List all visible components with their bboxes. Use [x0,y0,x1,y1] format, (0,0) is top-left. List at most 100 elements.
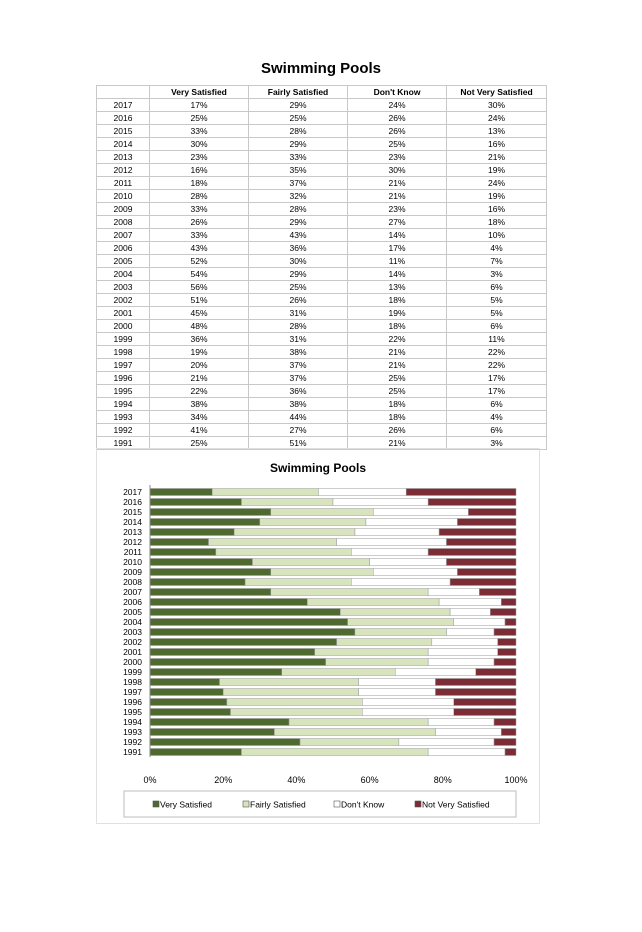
table-row: 2001 45% 31% 19% 5% [96,306,547,320]
table-row: 2002 51% 26% 18% 5% [96,293,547,307]
bar-segment [149,678,220,686]
bar-segment [438,598,502,606]
table-cell-year: 2010 [96,189,150,203]
table-cell: 29% [248,267,348,281]
bar-segment [149,578,246,586]
table-cell-year: 1997 [96,358,150,372]
table-cell: 16% [446,202,547,216]
table-cell: 25% [149,436,249,450]
table-cell: 37% [248,176,348,190]
bar-segment [149,538,209,546]
table-cell: 36% [248,241,348,255]
table-cell: 37% [248,358,348,372]
y-tick-label: 2002 [123,637,142,647]
bar-segment [351,548,429,556]
bar-segment [501,598,517,606]
table-cell: 38% [248,345,348,359]
table-cell: 26% [347,111,447,125]
table-cell: 18% [446,215,547,229]
legend-item: Don't Know [333,800,385,810]
y-tick-label: 2017 [123,487,142,497]
bar-segment [233,528,356,536]
bar-segment [288,718,429,726]
bar-segment [446,558,517,566]
table-cell: 51% [248,436,348,450]
bar-segment [453,618,506,626]
x-tick-label: 80% [434,775,452,785]
bar-segment [336,538,447,546]
legend-label: Don't Know [341,800,385,810]
table-row: 1997 20% 37% 21% 22% [96,358,547,372]
bar-segment [358,688,436,696]
table-cell: 21% [347,176,447,190]
table-row: 2011 18% 37% 21% 24% [96,176,547,190]
bar-segment [446,628,495,636]
table-row: 2004 54% 29% 14% 3% [96,267,547,281]
bar-segment [427,648,498,656]
table-row: 1992 41% 27% 26% 6% [96,423,547,437]
table-cell: 36% [149,332,249,346]
chart-container: Swimming Pools 2017 2016 2015 2014 2013 2012 2… [96,448,540,824]
table-row: 1999 36% 31% 22% 11% [96,332,547,346]
table-row: 2005 52% 30% 11% 7% [96,254,547,268]
y-tick-label: 2015 [123,507,142,517]
bar-segment [362,698,455,706]
table-cell-year: 2000 [96,319,150,333]
table-cell-year: 1993 [96,410,150,424]
bar-segment [369,558,447,566]
table-cell: 10% [446,228,547,242]
table-cell: 33% [149,228,249,242]
table-cell: 7% [446,254,547,268]
table-cell: 14% [347,267,447,281]
legend-box [123,790,517,818]
table-cell: 30% [446,98,547,112]
table-cell: 33% [248,150,348,164]
bar-segment [259,518,367,526]
x-tick-label: 20% [214,775,232,785]
y-tick-label: 2001 [123,647,142,657]
table-row: 2000 48% 28% 18% 6% [96,319,547,333]
x-tick-label: 100% [504,775,527,785]
bar-segment [149,608,341,616]
legend-swatch [152,800,160,808]
table-row: 2007 33% 43% 14% 10% [96,228,547,242]
bar-segment [149,528,235,536]
bar-segment [149,618,348,626]
legend-swatch [242,800,250,808]
bar-segment [453,708,517,716]
table-row: 2012 16% 35% 30% 19% [96,163,547,177]
table-cell: 13% [347,280,447,294]
table-cell: 32% [248,189,348,203]
table-cell: 30% [347,163,447,177]
table-cell: 11% [347,254,447,268]
table-cell-year: 1991 [96,436,150,450]
table-row: 2010 28% 32% 21% 19% [96,189,547,203]
bar-segment [149,508,272,516]
y-tick-label: 2007 [123,587,142,597]
table-cell: 34% [149,410,249,424]
bar-segment [457,518,517,526]
table-cell: 4% [446,241,547,255]
bar-segment [427,658,495,666]
bar-segment [427,498,517,506]
table-cell-year: 2014 [96,137,150,151]
table-row: 1996 21% 37% 25% 17% [96,371,547,385]
table-cell: 54% [149,267,249,281]
y-tick-label: 2016 [123,497,142,507]
table-cell-year: 2003 [96,280,150,294]
bar-segment [405,488,517,496]
table-cell: 17% [446,384,547,398]
bar-segment [149,628,356,636]
table-cell: 18% [347,410,447,424]
table-cell: 26% [149,215,249,229]
table-cell: 48% [149,319,249,333]
bar-segment [270,508,374,516]
bar-segment [208,538,337,546]
table-cell: 35% [248,163,348,177]
table-cell: 6% [446,423,547,437]
table-cell: 28% [248,124,348,138]
bar-segment [241,748,429,756]
table-cell: 3% [446,436,547,450]
bar-segment [149,718,290,726]
table-row: 2008 26% 29% 27% 18% [96,215,547,229]
